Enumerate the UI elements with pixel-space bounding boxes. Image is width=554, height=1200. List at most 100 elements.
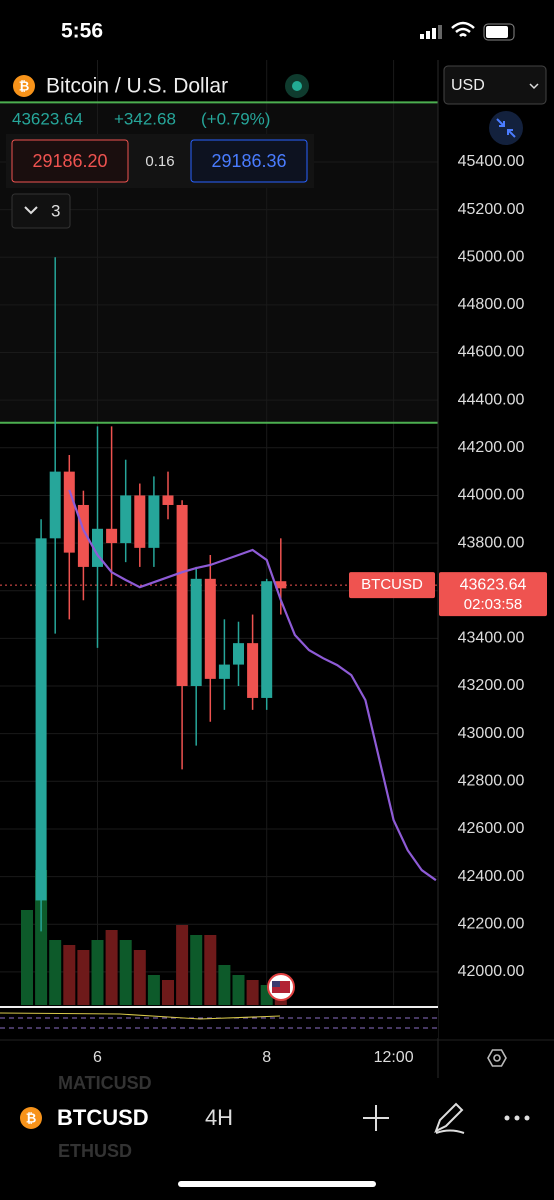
volume-bar xyxy=(77,950,90,1005)
y-tick-label: 45400.00 xyxy=(458,153,525,170)
price-labels: BTCUSD 43623.64 02:03:58 xyxy=(349,572,547,617)
y-tick-label: 43800.00 xyxy=(458,534,525,551)
btc-glyph: ₿ xyxy=(26,1110,37,1125)
spread: 0.16 xyxy=(145,153,174,170)
volume-bar xyxy=(147,975,160,1005)
chevron xyxy=(24,206,38,215)
y-tick-label: 44400.00 xyxy=(458,391,525,408)
volume-bar xyxy=(133,950,146,1005)
volume-bar xyxy=(246,980,259,1005)
indicators-toggle[interactable] xyxy=(11,193,71,229)
volume-bar xyxy=(204,935,217,1005)
battery xyxy=(483,23,515,41)
volume-bar xyxy=(218,965,231,1005)
y-tick-label: 45200.00 xyxy=(458,201,525,218)
y-tick-label: 45000.00 xyxy=(458,248,525,265)
y-tick-label: 43400.00 xyxy=(458,630,525,647)
volume-bar xyxy=(105,930,118,1005)
y-tick-label: 44800.00 xyxy=(458,296,525,313)
header-price: 43623.64 xyxy=(12,109,83,128)
candle-body xyxy=(233,643,244,665)
candle-body xyxy=(120,495,132,544)
currency-select[interactable] xyxy=(443,65,547,105)
bar xyxy=(432,28,436,39)
dot xyxy=(504,1115,510,1121)
volume-bar xyxy=(162,980,174,1005)
y-tick-label: 43200.00 xyxy=(458,677,525,694)
symbol-tag-text: BTCUSD xyxy=(361,576,423,593)
battery-level xyxy=(486,26,508,38)
ask: 29186.36 xyxy=(211,151,286,171)
btc-icon xyxy=(20,1107,42,1129)
price-tag-countdown: 02:03:58 xyxy=(464,596,522,613)
y-tick-label: 42000.00 xyxy=(458,963,525,980)
btc-icon xyxy=(13,75,35,97)
candle-body xyxy=(92,528,103,567)
plot xyxy=(0,101,438,932)
price-tag xyxy=(439,572,547,617)
volume-bar xyxy=(21,910,33,1005)
volume-bar xyxy=(232,975,245,1005)
candle-body xyxy=(134,495,146,548)
more-button[interactable] xyxy=(504,1115,530,1121)
draw-button[interactable] xyxy=(434,1102,465,1134)
bar xyxy=(420,34,424,39)
volume-bar xyxy=(91,940,104,1005)
hex-center xyxy=(493,1054,501,1062)
x-tick-label: 8 xyxy=(262,1049,271,1066)
clock: 5:56 xyxy=(61,20,103,43)
y-tick-label: 42800.00 xyxy=(458,773,525,790)
buy-button[interactable] xyxy=(190,139,308,183)
symbol-name[interactable]: Bitcoin / U.S. Dollar xyxy=(46,75,228,98)
indicators-count: 3 xyxy=(51,201,60,220)
y-tick-label: 44000.00 xyxy=(458,487,525,504)
candle-body xyxy=(204,578,216,679)
sell-button[interactable] xyxy=(11,139,129,183)
candle-body xyxy=(77,504,89,567)
y-tick-label: 44600.00 xyxy=(458,344,525,361)
btc-glyph: ₿ xyxy=(19,78,30,93)
ghost-symbol: ETHUSD xyxy=(58,1141,132,1161)
flag-canton xyxy=(272,981,280,987)
header-change-pct: (+0.79%) xyxy=(201,109,270,128)
y-tick-label: 43000.00 xyxy=(458,725,525,742)
indicator-pane xyxy=(0,1006,438,1038)
x-axis: 6 8 12:00 xyxy=(93,1049,414,1066)
volume-bar xyxy=(49,940,62,1005)
indicator-line xyxy=(0,1012,281,1020)
volume xyxy=(21,870,287,1005)
volume-bar xyxy=(119,940,132,1005)
fit-icon xyxy=(496,118,516,138)
candle-body xyxy=(261,581,273,698)
add-button[interactable] xyxy=(363,1105,389,1131)
candle-body xyxy=(49,471,61,539)
hex xyxy=(487,1049,507,1067)
volume-bar xyxy=(63,945,76,1005)
candle-body xyxy=(176,504,188,687)
signal xyxy=(420,25,442,39)
candle-body xyxy=(162,495,174,505)
volume-bar xyxy=(274,1000,287,1005)
interval[interactable]: 4H xyxy=(205,1105,233,1130)
home-indicator xyxy=(178,1181,376,1187)
toolbar-symbol[interactable]: BTCUSD xyxy=(57,1105,149,1130)
y-axis: 45400.00 45200.00 45000.00 44800.00 44600.00… xyxy=(458,153,525,980)
bar xyxy=(438,25,442,39)
fit-button[interactable] xyxy=(489,111,523,145)
chevron xyxy=(529,83,539,90)
settings-icon[interactable] xyxy=(487,1049,507,1067)
bid: 29186.20 xyxy=(32,151,107,171)
y-tick-label: 42200.00 xyxy=(458,915,525,932)
toolbar xyxy=(0,1078,554,1168)
header-change: +342.68 xyxy=(114,109,176,128)
y-tick-label: 42400.00 xyxy=(458,868,525,885)
x-tick-label: 12:00 xyxy=(374,1049,414,1066)
candle-body xyxy=(106,528,118,544)
candle-body xyxy=(35,538,47,901)
bar xyxy=(426,31,430,39)
candle-body xyxy=(190,578,202,687)
dot xyxy=(514,1115,520,1121)
x-tick-label: 6 xyxy=(93,1049,102,1066)
